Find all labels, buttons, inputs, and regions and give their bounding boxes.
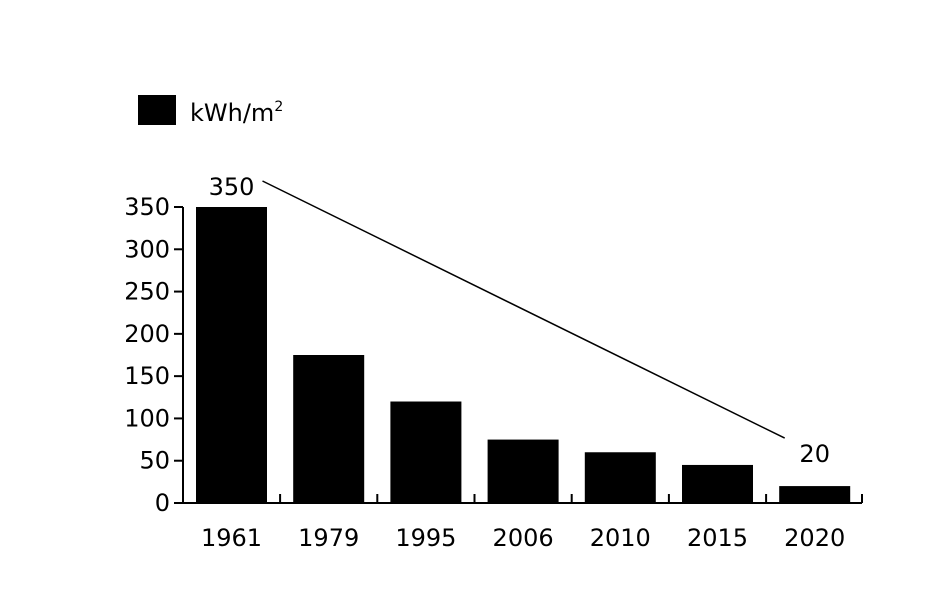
x-axis-labels: 1961 1979 1995 2006 2010 2015 2020 — [201, 494, 845, 552]
y-tick-label: 250 — [124, 278, 170, 306]
bar-2015 — [682, 464, 753, 503]
x-tick-label: 1961 — [201, 524, 262, 552]
trend-line — [262, 180, 786, 439]
bar-1995 — [390, 401, 462, 503]
x-tick-label: 2006 — [493, 524, 554, 552]
bar-1961 — [196, 207, 267, 503]
x-tick-label: 2015 — [687, 524, 748, 552]
y-axis-ticks: 0 50 100 150 200 250 300 350 — [124, 193, 183, 517]
data-label-1961: 350 — [209, 173, 255, 201]
x-tick-label: 1979 — [298, 524, 359, 552]
bar-2020 — [779, 486, 851, 503]
y-tick-label: 350 — [124, 193, 170, 221]
y-tick-label: 200 — [124, 320, 170, 348]
bar-2010 — [584, 452, 656, 503]
bar-2006 — [487, 439, 559, 503]
annotations: 350 20 — [209, 173, 830, 468]
legend: kWh/m2 — [138, 95, 283, 127]
y-tick-label: 300 — [124, 235, 170, 263]
y-tick-label: 50 — [139, 447, 170, 475]
bar-1979 — [293, 355, 365, 503]
legend-label: kWh/m2 — [190, 99, 283, 127]
legend-swatch — [138, 95, 176, 125]
y-tick-label: 150 — [124, 362, 170, 390]
y-tick-label: 0 — [155, 489, 170, 517]
x-tick-label: 2010 — [590, 524, 651, 552]
x-tick-label: 2020 — [784, 524, 845, 552]
y-tick-label: 100 — [124, 404, 170, 432]
x-tick-label: 1995 — [395, 524, 456, 552]
data-label-2020: 20 — [799, 440, 830, 468]
bars — [196, 207, 851, 503]
